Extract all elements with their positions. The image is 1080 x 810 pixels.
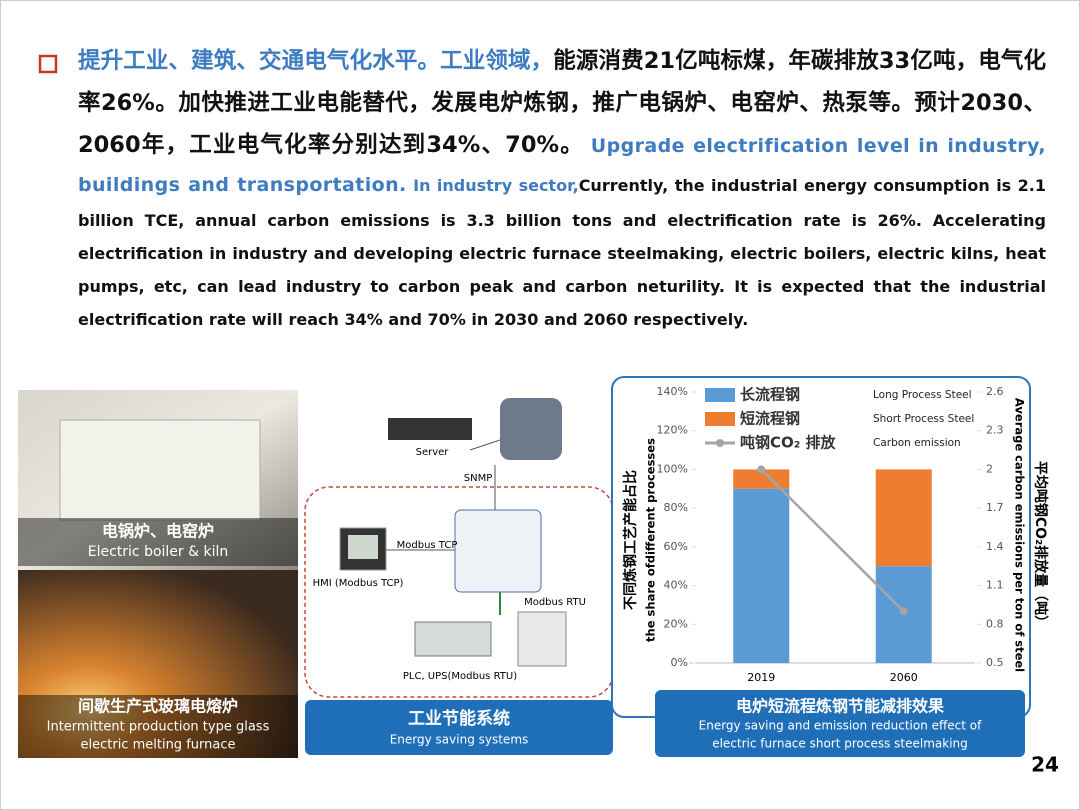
y-tick-label: 20% <box>664 617 688 630</box>
diagram-caption-bg <box>305 700 613 755</box>
photo-caption: Electric boiler & kiln <box>88 544 229 560</box>
legend-swatch <box>705 388 735 402</box>
legend-label: 长流程钢 <box>740 386 800 404</box>
legend-label-en: Carbon emission <box>873 437 961 449</box>
diagram-label: Modbus RTU <box>524 597 586 608</box>
y2-tick-label: 2.6 <box>986 385 1004 398</box>
en-sector: In industry sector, <box>413 176 579 195</box>
en-title: Upgrade electrification level in industr… <box>78 135 1046 196</box>
photo-caption: 间歇生产式玻璃电熔炉 <box>78 697 238 716</box>
y-tick-label: 0% <box>671 656 688 669</box>
y2-tick-label: 1.1 <box>986 579 1004 592</box>
caption-bg <box>18 695 298 758</box>
hmi-screen <box>348 535 378 559</box>
ups-icon <box>517 611 567 667</box>
y2-tick-label: 2 <box>986 462 993 475</box>
photo-caption: electric melting furnace <box>81 738 236 753</box>
photo-caption: Intermittent production type glass <box>47 720 270 735</box>
legend-label: 短流程钢 <box>740 410 800 428</box>
y2-tick-label: 0.5 <box>986 656 1004 669</box>
diagram-caption: 工业节能系统 <box>408 708 510 729</box>
chart-caption: Energy saving and emission reduction eff… <box>699 719 982 733</box>
zh-title: 提升工业、建筑、交通电气化水平。 <box>78 48 441 74</box>
connector <box>469 439 501 451</box>
y-tick-label: 140% <box>657 385 688 398</box>
line <box>760 468 905 613</box>
legend-swatch <box>705 412 735 426</box>
diagram-label: Modbus TCP <box>397 540 458 551</box>
y-tick-label: 100% <box>657 462 688 475</box>
caption-bg <box>18 518 298 566</box>
diagram-label: HMI (Modbus TCP) <box>313 578 404 589</box>
en-body: Currently, the industrial energy consump… <box>78 176 1046 329</box>
y-axis-label: the share ofdifferent processes <box>644 438 658 642</box>
x-tick-label: 2060 <box>890 671 918 684</box>
y-tick-label: 120% <box>657 424 688 437</box>
bar-segment <box>875 469 932 567</box>
legend-label-en: Short Process Steel <box>873 413 974 425</box>
chart-caption: electric furnace short process steelmaki… <box>712 737 968 751</box>
photo-furnace <box>18 570 298 758</box>
y2-tick-label: 1.7 <box>986 501 1004 514</box>
bar-segment <box>733 488 790 663</box>
diagram-label: Server <box>416 447 450 458</box>
x-tick-label: 2019 <box>747 671 775 684</box>
operator-icon <box>500 398 562 460</box>
diagram-label: SNMP <box>464 473 493 484</box>
line-point <box>757 465 766 474</box>
y-axis-label: 不同炼钢工艺产能占比 <box>622 470 639 610</box>
legend-label: 吨钢CO₂ 排放 <box>740 434 837 452</box>
line-point <box>899 607 908 616</box>
legend-label-en: Long Process Steel <box>873 389 972 401</box>
y2-axis-label: Average carbon emissions per ton of stee… <box>1013 398 1027 672</box>
chart: 0% 20% 40% 60% 80% 100% 120% 140% 0.5 0.8 1.1 1.4 1.… <box>622 385 1049 684</box>
chart-caption-bg <box>655 690 1025 757</box>
y2-tick-label: 1.4 <box>986 540 1004 553</box>
photo-caption: 电锅炉、电窑炉 <box>102 522 214 541</box>
photo-detail <box>59 419 261 521</box>
zh-sector: 工业领域， <box>440 48 554 74</box>
plc-icon <box>414 621 492 657</box>
chart-caption: 电炉短流程炼钢节能减排效果 <box>736 697 944 716</box>
y-tick-label: 40% <box>664 579 688 592</box>
y-tick-label: 80% <box>664 501 688 514</box>
y2-tick-label: 0.8 <box>986 617 1004 630</box>
gateway-icon <box>454 509 542 593</box>
zh-body: 能源消费21亿吨标煤，年碳排放33亿吨，电气化率26%。加快推进工业电能替代，发… <box>78 48 1046 158</box>
y2-axis-label: 平均吨钢CO₂排放量（吨） <box>1032 461 1049 629</box>
y-tick-label: 60% <box>664 540 688 553</box>
legend-swatch <box>716 439 724 447</box>
y2-tick-label: 2.3 <box>986 424 1004 437</box>
header-paragraph: 提升工业、建筑、交通电气化水平。工业领域，能源消费21亿吨标煤，年碳排放33亿吨… <box>78 40 1046 336</box>
diagram-label: PLC, UPS(Modbus RTU) <box>403 671 517 682</box>
page-number: 24 <box>1031 753 1059 777</box>
diagram-caption: Energy saving systems <box>390 733 529 747</box>
bullet <box>38 54 58 74</box>
server-icon <box>388 418 472 440</box>
